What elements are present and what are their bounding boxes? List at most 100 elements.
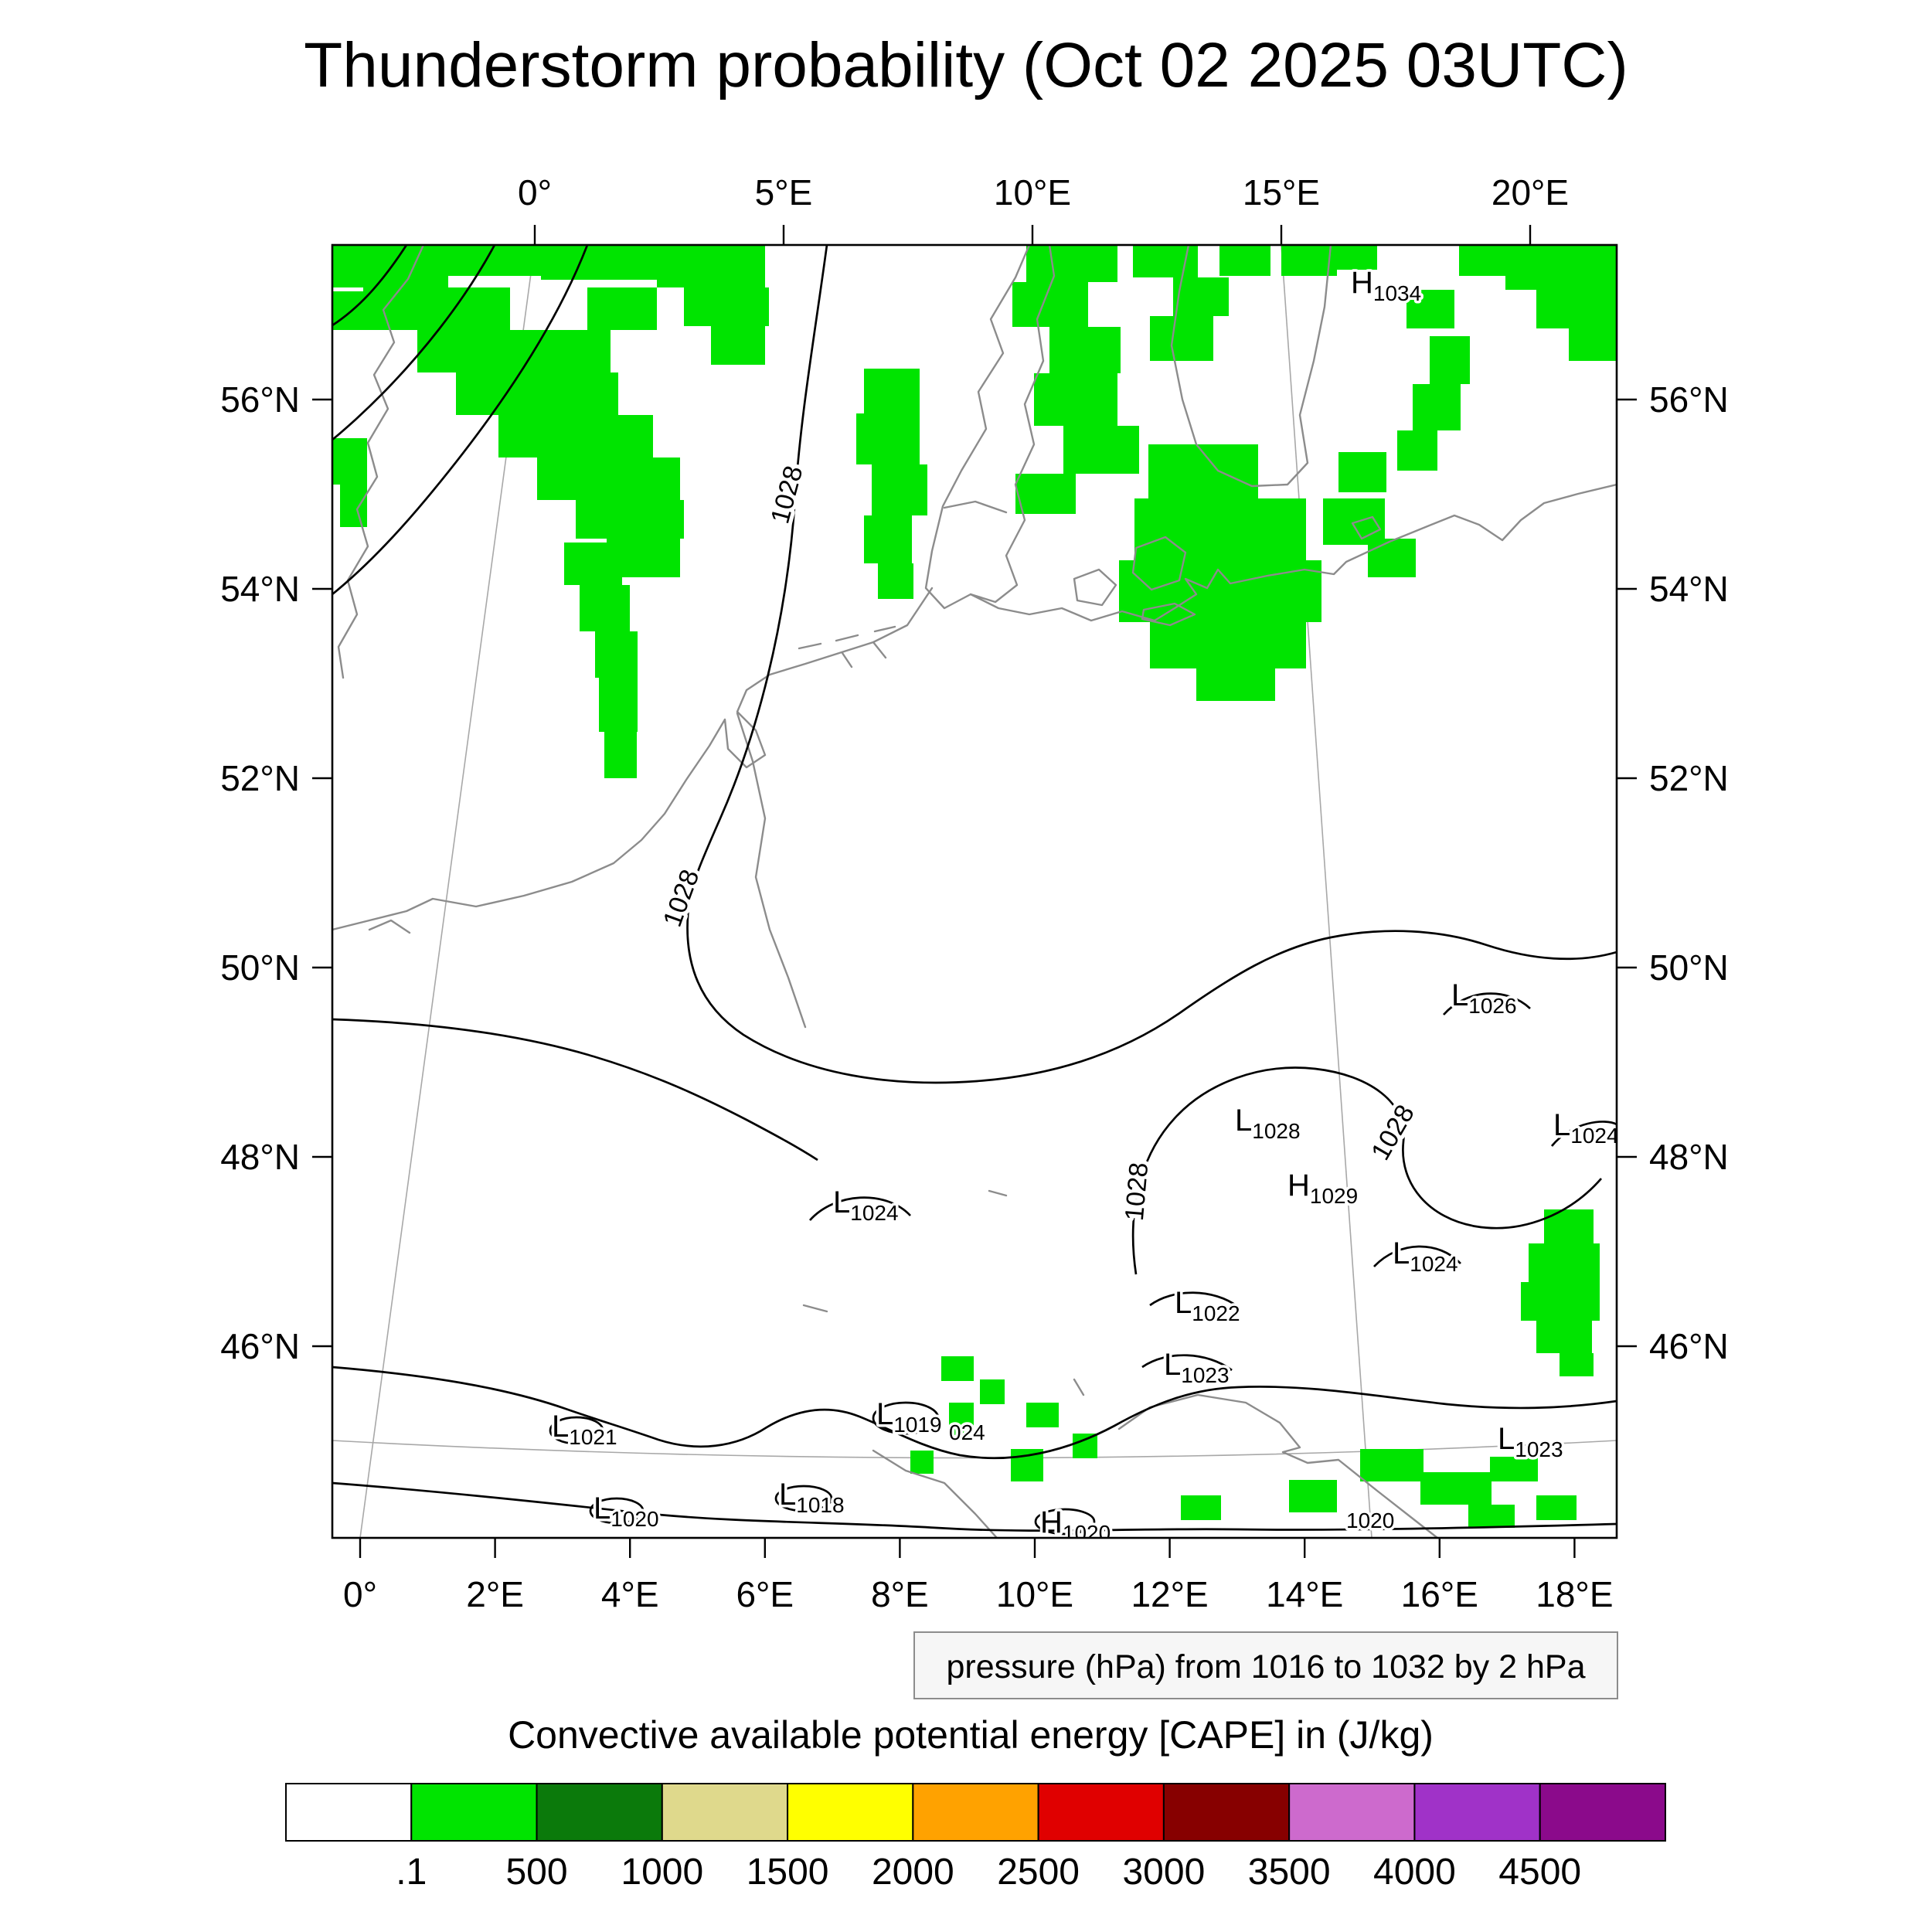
pressure-contour xyxy=(1442,992,1531,1015)
colorbar-tick-label: 4500 xyxy=(1498,1852,1581,1893)
bottom-axis-label: 16°E xyxy=(1401,1574,1478,1614)
pressure-contour xyxy=(686,245,1617,1084)
coastline xyxy=(1170,245,1332,488)
colorbar-cell xyxy=(787,1783,914,1842)
coastline xyxy=(736,712,807,1029)
colorbar-tick-label: 3500 xyxy=(1248,1852,1331,1893)
pressure-legend-box xyxy=(913,1631,1618,1699)
colorbar-tick-label: 2000 xyxy=(872,1852,954,1893)
cape-area xyxy=(595,631,638,678)
pressure-center-label: L1028 xyxy=(1235,1104,1301,1143)
pressure-contour xyxy=(1550,1121,1617,1147)
cape-area xyxy=(1073,1434,1097,1458)
colorbar-cell xyxy=(536,1783,663,1842)
bottom-axis-label: 12°E xyxy=(1131,1574,1208,1614)
colorbar-tick-label: 500 xyxy=(505,1852,567,1893)
colorbar-title: Convective available potential energy [C… xyxy=(508,1713,1434,1757)
pressure-contour xyxy=(332,1481,1617,1532)
cape-area xyxy=(340,485,367,527)
top-axis-label: 5°E xyxy=(755,172,813,213)
cape-area xyxy=(332,438,367,485)
pressure-contour xyxy=(332,1018,818,1162)
cape-area xyxy=(941,1356,974,1381)
cape-area xyxy=(1150,316,1213,361)
coastline xyxy=(368,919,411,934)
bottom-axis-label: 18°E xyxy=(1536,1574,1613,1614)
right-axis-label: 54°N xyxy=(1649,569,1729,609)
cape-area xyxy=(1026,245,1117,282)
cape-area xyxy=(864,369,920,413)
pressure-contour xyxy=(1141,1354,1233,1372)
pressure-contour xyxy=(1131,1066,1603,1275)
cape-area xyxy=(864,515,912,563)
cape-area xyxy=(910,1451,934,1474)
contour-label: 1028 xyxy=(765,463,808,527)
cape-area xyxy=(1337,245,1377,270)
contour-label: 1028 xyxy=(1366,1100,1420,1165)
bottom-axis-label: 2°E xyxy=(466,1574,524,1614)
cape-area xyxy=(657,245,765,287)
cape-area xyxy=(949,1403,974,1435)
colorbar-tick-label: 4000 xyxy=(1373,1852,1456,1893)
cape-area xyxy=(564,330,611,372)
pressure-center-label: H1020 xyxy=(1040,1505,1111,1545)
pressure-contour xyxy=(332,245,589,596)
cape-area xyxy=(1049,327,1121,373)
cape-area xyxy=(711,326,765,365)
bottom-axis-label: 6°E xyxy=(736,1574,794,1614)
pressure-center-label: L1024 xyxy=(833,1185,899,1225)
pressure-center-label: L1026 xyxy=(1451,978,1517,1018)
right-axis-label: 48°N xyxy=(1649,1137,1729,1177)
pressure-center-label: L1020 xyxy=(594,1492,659,1531)
coastline xyxy=(337,245,425,679)
pressure-center-label: L1021 xyxy=(552,1410,617,1449)
pressure-contour xyxy=(872,1401,940,1435)
cape-area xyxy=(537,457,680,500)
cape-area xyxy=(1505,245,1617,290)
cape-area xyxy=(1289,1480,1337,1512)
pressure-contour xyxy=(332,245,408,327)
pressure-contour xyxy=(549,1416,604,1445)
cape-area xyxy=(1468,1505,1515,1528)
cape-area xyxy=(684,287,769,326)
cape-area xyxy=(1529,1243,1600,1282)
contour-label: 1028 xyxy=(1120,1162,1154,1223)
map-axes: 0° 5°E 10°E 15°E 20°E 0° 2°E 4°E 6°E 8°E 10°E 12°E 1… xyxy=(220,172,1729,1614)
left-axis-label: 56°N xyxy=(220,379,300,420)
cape-area xyxy=(587,287,657,330)
map-frame xyxy=(331,243,1618,1539)
cape-area xyxy=(1420,1472,1492,1505)
cape-area xyxy=(541,245,657,280)
cape-area xyxy=(498,415,653,457)
colorbar-tick-label: .1 xyxy=(396,1852,427,1893)
cape-area xyxy=(1015,474,1076,514)
cape-area xyxy=(1368,539,1416,577)
cape-area xyxy=(1150,622,1306,668)
contour-label: 1028 xyxy=(658,866,706,930)
cape-area xyxy=(1196,668,1275,701)
cape-area xyxy=(599,678,638,732)
colorbar-cell xyxy=(1162,1783,1291,1842)
pressure-center-label: L1019 xyxy=(876,1397,942,1437)
colorbar-tick-label: 3000 xyxy=(1122,1852,1205,1893)
cape-area xyxy=(1536,1495,1577,1520)
coastline xyxy=(943,500,1008,514)
cape-area xyxy=(1459,245,1507,276)
colorbar-tick-label: 1000 xyxy=(621,1852,703,1893)
cape-area xyxy=(1181,1495,1221,1520)
colorbar-tick-label: 1500 xyxy=(747,1852,829,1893)
left-axis-label: 52°N xyxy=(220,758,300,798)
pressure-legend-text: pressure (hPa) from 1016 to 1032 by 2 hP… xyxy=(946,1648,1585,1685)
cape-area xyxy=(1134,498,1306,560)
bottom-axis-label: 4°E xyxy=(601,1574,659,1614)
coastline xyxy=(1117,1393,1439,1538)
left-axis-label: 54°N xyxy=(220,569,300,609)
pressure-contour xyxy=(1149,1291,1239,1308)
cape-area xyxy=(1544,1209,1594,1243)
cape-area xyxy=(1490,1457,1538,1481)
colorbar-cell xyxy=(1037,1783,1165,1842)
right-axis-label: 50°N xyxy=(1649,947,1729,988)
pressure-center-label: 1020 xyxy=(1346,1509,1394,1532)
cape-area xyxy=(580,585,630,631)
cape-area xyxy=(856,413,920,464)
